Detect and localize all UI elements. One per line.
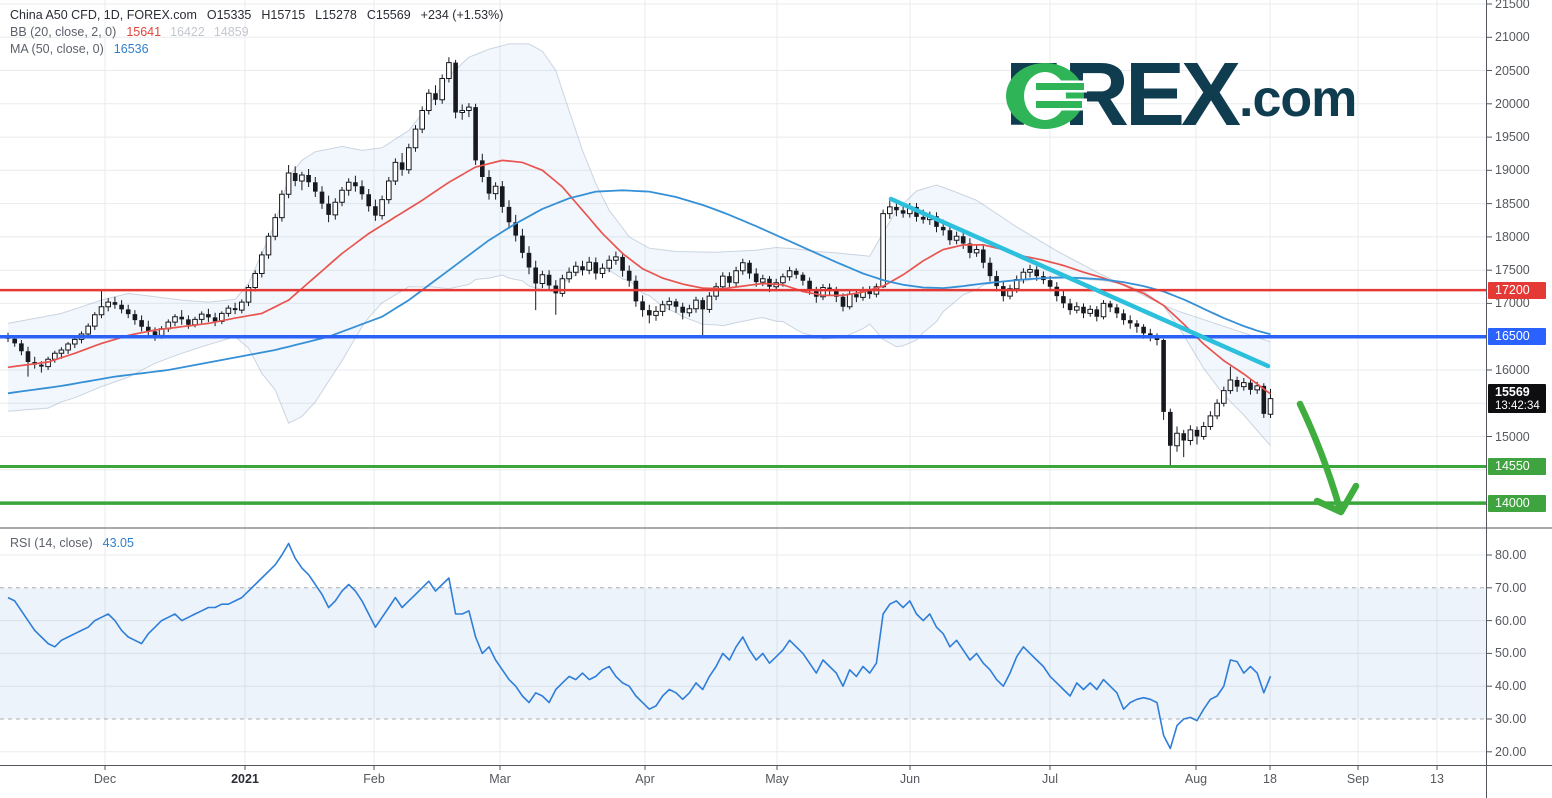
symbol-title: China A50 CFD, 1D, FOREX.com — [10, 7, 197, 22]
descending-trendline — [888, 196, 1271, 369]
last-price-countdown-label: 15569 13:42:34 — [1488, 384, 1546, 414]
time-axis-label-13: 13 — [1430, 772, 1444, 786]
rsi-label: RSI (14, close) — [10, 536, 93, 550]
price-pane[interactable] — [0, 43, 1486, 505]
price-axis-label: 19000 — [1495, 163, 1530, 178]
time-axis-label-may: May — [765, 772, 789, 786]
rsi-axis-label: 20.00 — [1495, 744, 1527, 759]
rsi-axis-label: 40.00 — [1495, 679, 1527, 694]
bb-lower-value: 14859 — [213, 24, 249, 39]
rsi-30-70-band — [0, 587, 1486, 719]
bollinger-upper-band — [7, 43, 1271, 343]
bb-basis-value: 15641 — [126, 24, 162, 39]
watermark-rex: REX — [1063, 45, 1241, 145]
ma-indicator-row[interactable]: MA (50, close, 0) 16536 — [10, 40, 503, 57]
bb-upper-value: 16422 — [170, 24, 205, 39]
rsi-axis-label: 30.00 — [1495, 712, 1527, 726]
rsi-axis[interactable]: 80.00 70.00 60.00 50.00 40.00 30.00 20.00 — [1487, 528, 1552, 765]
rsi-legend[interactable]: RSI (14, close) 43.05 — [10, 536, 134, 550]
ohlc-open: O15335 — [206, 7, 252, 22]
price-axis-label: 15000 — [1495, 429, 1530, 444]
ohlc-high: H15715 — [261, 7, 306, 22]
symbol-title-row[interactable]: China A50 CFD, 1D, FOREX.com O15335 H157… — [10, 6, 503, 23]
rsi-line — [7, 542, 1272, 750]
drawing-annotations[interactable] — [888, 196, 1360, 516]
price-axis[interactable]: 21500 21000 20500 20000 19500 19000 18500 18000… — [1487, 0, 1552, 765]
rsi-axis-label: 60.00 — [1495, 613, 1527, 628]
bb-label: BB (20, close, 2, 0) — [10, 24, 117, 39]
forex-watermark: F REX .com — [1005, 45, 1357, 145]
resistance-17200-label: 17200 — [1488, 281, 1546, 299]
time-axis[interactable]: Dec 2021 Feb Mar Apr May Jun Jul Aug 18 Sep 13 — [0, 766, 1552, 798]
price-axis-label: 17500 — [1495, 263, 1530, 278]
bollinger-lower-band — [7, 267, 1271, 447]
watermark-com: .com — [1239, 70, 1357, 128]
support-16500-label: 16500 — [1488, 328, 1546, 346]
price-axis-label: 18500 — [1495, 196, 1530, 211]
down-arrow-head — [1313, 482, 1360, 516]
price-axis-label: 20000 — [1495, 96, 1530, 111]
ma50-line — [7, 189, 1271, 395]
rsi-axis-label: 70.00 — [1495, 580, 1527, 595]
time-axis-label-jul: Jul — [1042, 772, 1058, 786]
time-axis-label-2021: 2021 — [231, 772, 259, 786]
price-axis-label: 21500 — [1495, 0, 1530, 11]
time-axis-label-feb: Feb — [363, 772, 385, 786]
time-axis-label-sep: Sep — [1346, 772, 1370, 786]
price-axis-label: 16000 — [1495, 363, 1530, 377]
support-14550-label: 14550 — [1488, 458, 1546, 475]
symbol-legend: China A50 CFD, 1D, FOREX.com O15335 H157… — [10, 6, 503, 57]
price-axis-label: 19500 — [1495, 130, 1530, 145]
ma-label: MA (50, close, 0) — [10, 41, 104, 56]
price-axis-label: 17000 — [1495, 296, 1530, 311]
bollinger-band-fill — [8, 43, 1271, 446]
time-axis-label-dec: Dec — [93, 772, 117, 786]
support-14000-label: 14000 — [1488, 494, 1546, 512]
price-axis-label: 21000 — [1495, 30, 1530, 45]
time-axis-label-mar: Mar — [489, 772, 511, 786]
down-arrow-annotation — [1296, 400, 1343, 510]
price-axis-label: 18000 — [1495, 229, 1530, 244]
ohlc-low: L15278 — [315, 7, 357, 22]
bb-indicator-row[interactable]: BB (20, close, 2, 0) 15641 16422 14859 — [10, 23, 503, 40]
rsi-axis-label: 50.00 — [1495, 646, 1527, 661]
ohlc-close: C15569 — [366, 7, 411, 22]
time-axis-label-aug: Aug — [1184, 772, 1208, 786]
rsi-pane[interactable] — [0, 542, 1486, 750]
ohlc-change: +234 (+1.53%) — [420, 7, 504, 22]
time-axis-label-apr: Apr — [635, 772, 655, 786]
rsi-value: 43.05 — [102, 536, 134, 550]
time-axis-label-18: 18 — [1263, 772, 1277, 786]
bb-basis-ma20-line — [7, 159, 1272, 395]
rsi-axis-label: 80.00 — [1495, 548, 1527, 562]
ma-value: 16536 — [113, 41, 149, 56]
time-axis-label-jun: Jun — [899, 772, 921, 786]
price-axis-label: 20500 — [1495, 63, 1530, 78]
